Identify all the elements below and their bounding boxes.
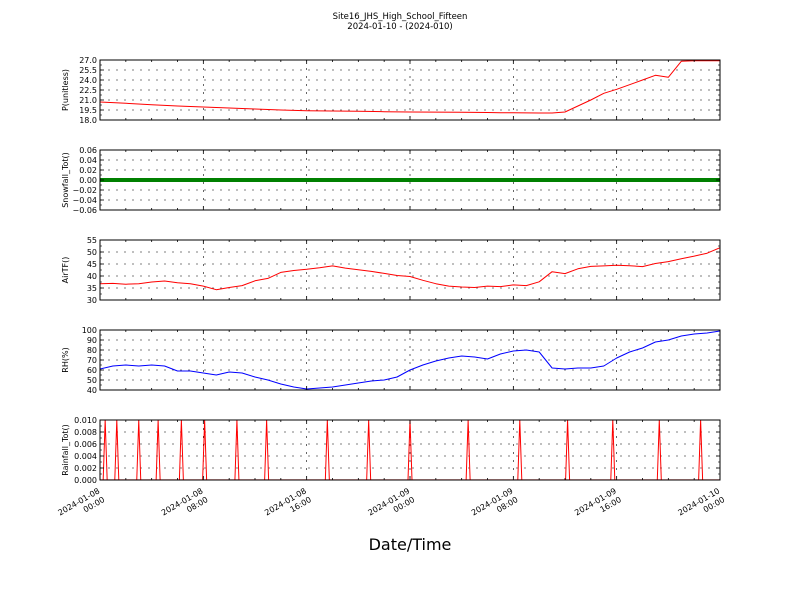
y-tick-label: 50 (87, 248, 97, 257)
rain-spike (136, 420, 142, 480)
rain-spike (366, 420, 372, 480)
y-axis-label: Snowfall_Tot() (61, 152, 70, 208)
y-tick-label: 19.5 (79, 106, 97, 115)
rain-spike (102, 420, 108, 480)
series-3 (100, 330, 720, 390)
panel-1: −0.06−0.04−0.020.000.020.040.06 Snowfall_… (61, 146, 721, 215)
y-axis-label: AirTF() (61, 257, 70, 284)
rain-spike (610, 420, 616, 480)
y-tick-label: −0.06 (72, 206, 97, 215)
panel-2: 30 35 40 45 50 55 AirTF() (61, 236, 721, 305)
panel-0: 18.019.521.022.524.025.527.0 P(unitless) (61, 56, 721, 125)
y-tick-label: 25.5 (79, 66, 97, 75)
y-tick-label: 0.00 (79, 176, 97, 185)
y-axis-label: RH(%) (61, 347, 70, 372)
series-2 (100, 247, 720, 291)
y-tick-label: 21.0 (79, 96, 97, 105)
y-axis-label: Rainfall_Tot() (61, 424, 70, 476)
y-tick-label: 0.004 (74, 452, 97, 461)
series-0 (100, 60, 720, 114)
y-tick-label: 70 (87, 356, 97, 365)
y-axis-label: P(unitless) (61, 69, 70, 111)
y-tick-label: −0.04 (72, 196, 97, 205)
rain-spike (517, 420, 523, 480)
rain-spike (234, 420, 240, 480)
data-line (100, 60, 720, 114)
y-tick-label: 60 (87, 366, 97, 375)
chart-title-line1: Site16_JHS_High_School_Fifteen (333, 12, 468, 22)
y-tick-label: 30 (87, 296, 97, 305)
y-tick-label: 35 (87, 284, 97, 293)
rain-spike (698, 420, 704, 480)
data-line (100, 330, 720, 390)
y-tick-label: 40 (87, 272, 97, 281)
y-tick-label: 24.0 (79, 76, 97, 85)
rain-spike (202, 420, 208, 480)
rain-spike (155, 420, 161, 480)
y-tick-label: 0.000 (74, 476, 97, 485)
rain-spike (565, 420, 571, 480)
y-tick-label: 0.006 (74, 440, 97, 449)
rain-spike (656, 420, 662, 480)
rain-spike (324, 420, 330, 480)
panel-4: 0.000 0.002 0.004 0.006 0.008 0.010 Rainfall_T… (61, 416, 721, 485)
y-tick-label: 40 (87, 386, 97, 395)
panels: 18.019.521.022.524.025.527.0 P(unitless) −… (61, 56, 721, 485)
series-4 (100, 420, 720, 480)
y-tick-label: 27.0 (79, 56, 97, 65)
data-line (100, 247, 720, 291)
rain-spike (178, 420, 184, 480)
y-tick-label: 50 (87, 376, 97, 385)
chart-title-line2: 2024-01-10 - (2024-010) (347, 22, 452, 32)
y-tick-label: 0.008 (74, 428, 97, 437)
y-tick-label: 0.010 (74, 416, 97, 425)
y-tick-label: 45 (87, 260, 97, 269)
x-axis-label: Date/Time (369, 535, 452, 554)
y-tick-label: 0.04 (79, 156, 97, 165)
y-tick-label: 55 (87, 236, 97, 245)
y-tick-label: 0.02 (79, 166, 97, 175)
rain-spike (407, 420, 413, 480)
y-tick-label: 80 (87, 346, 97, 355)
y-tick-label: 18.0 (79, 116, 97, 125)
y-tick-label: 0.06 (79, 146, 97, 155)
rain-spike (264, 420, 270, 480)
y-tick-label: 0.002 (74, 464, 97, 473)
y-tick-label: 22.5 (79, 86, 97, 95)
y-tick-label: 100 (82, 326, 97, 335)
rain-spike (465, 420, 471, 480)
y-tick-label: −0.02 (72, 186, 97, 195)
y-tick-label: 90 (87, 336, 97, 345)
rain-spike (114, 420, 120, 480)
